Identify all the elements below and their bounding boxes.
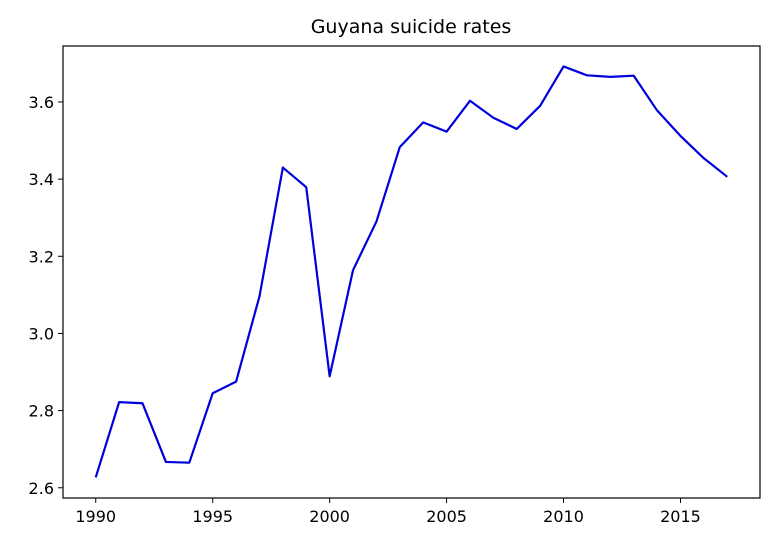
x-tick-label: 2010 — [543, 507, 584, 526]
chart-title: Guyana suicide rates — [311, 16, 512, 38]
x-tick-label: 2005 — [426, 507, 467, 526]
x-tick-label: 1990 — [75, 507, 116, 526]
y-axis: 2.6 2.8 3.0 3.2 3.4 3.6 — [29, 93, 63, 498]
x-tick-label: 1995 — [192, 507, 233, 526]
y-tick-label: 3.4 — [29, 170, 54, 189]
x-tick-label: 2015 — [660, 507, 701, 526]
y-tick-label: 3.6 — [29, 93, 54, 112]
y-tick-label: 2.8 — [29, 402, 54, 421]
x-axis: 1990 1995 2000 2005 2010 2015 — [75, 498, 701, 526]
y-tick-label: 3.2 — [29, 247, 54, 266]
x-tick-label: 2000 — [309, 507, 350, 526]
y-tick-label: 3.0 — [29, 324, 54, 343]
plot-frame — [62, 45, 761, 499]
y-tick-label: 2.6 — [29, 479, 54, 498]
series-layer — [94, 65, 728, 478]
series-line — [94, 65, 728, 478]
